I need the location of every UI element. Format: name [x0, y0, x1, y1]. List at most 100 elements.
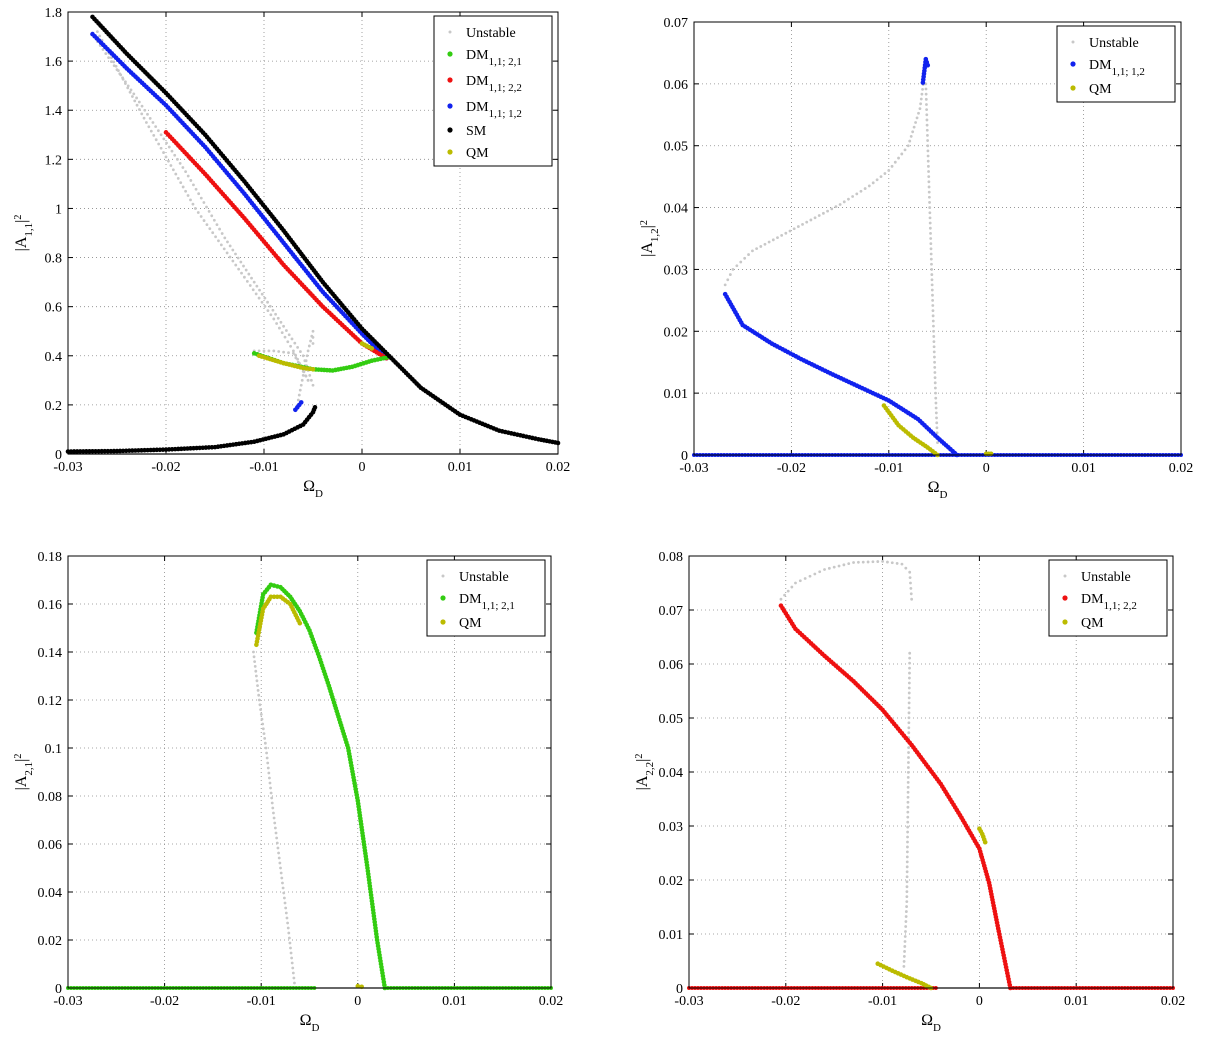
data-point: [932, 350, 936, 354]
series-2: [924, 82, 939, 445]
data-point: [126, 84, 130, 88]
series-7: [163, 130, 389, 361]
data-point: [867, 184, 871, 188]
data-point: [786, 589, 790, 593]
axes-frame: [693, 21, 1182, 456]
y-tick-label: 1.6: [45, 55, 63, 70]
data-point: [311, 383, 315, 387]
series-11: [90, 14, 561, 446]
data-point: [933, 355, 936, 359]
legend-entry: DM1,1; 2,1: [466, 48, 522, 68]
y-tick-label: 0: [681, 449, 688, 464]
data-point: [847, 562, 851, 566]
data-point: [924, 92, 928, 96]
data-point: [834, 205, 838, 209]
data-point: [287, 351, 290, 355]
data-point: [247, 272, 251, 276]
data-point: [907, 691, 911, 695]
data-point: [268, 776, 271, 780]
x-tick-label: 0.02: [1169, 461, 1194, 476]
data-point: [272, 816, 276, 820]
x-tick-label: -0.01: [247, 994, 276, 1009]
data-point: [905, 875, 909, 879]
data-point: [286, 926, 290, 930]
data-point: [184, 170, 188, 174]
data-point: [905, 900, 909, 903]
data-point: [133, 99, 137, 103]
data-point: [184, 189, 188, 193]
data-point: [931, 293, 934, 297]
data-point: [763, 242, 767, 246]
data-point: [907, 731, 911, 735]
data-point: [274, 312, 277, 316]
data-point: [902, 955, 906, 958]
chart-panel-4: -0.03 -0.02 -0.01 0 0.01 0.02 0 0.01 0.02 0.03 0.0…: [634, 550, 1186, 1034]
data-point: [205, 223, 209, 227]
y-tick-label: 0.12: [38, 694, 63, 709]
data-point: [906, 776, 910, 779]
data-point: [297, 620, 303, 626]
legend-entry: DM1,1; 2,2: [466, 74, 522, 94]
x-axis-label: ΩD: [921, 1012, 941, 1034]
data-point: [931, 314, 935, 318]
axes-frame: [67, 555, 552, 989]
data-point: [904, 915, 908, 918]
data-point: [293, 981, 296, 985]
data-point: [157, 142, 161, 146]
data-point: [208, 227, 212, 231]
data-point: [298, 400, 304, 405]
data-point: [930, 278, 934, 282]
data-point: [217, 239, 220, 243]
data-point: [928, 221, 932, 225]
data-point: [927, 180, 931, 184]
data-point: [181, 185, 185, 189]
x-tick-label: -0.02: [150, 994, 179, 1009]
data-point: [920, 92, 924, 96]
data-point: [905, 885, 909, 889]
data-point: [225, 251, 229, 255]
data-point: [283, 335, 287, 339]
data-point: [779, 597, 783, 601]
data-point: [842, 200, 846, 204]
data-point: [792, 227, 796, 231]
legend-box: [426, 559, 546, 637]
data-point: [311, 342, 315, 345]
data-point: [906, 810, 910, 814]
data-point: [159, 133, 163, 137]
data-point: [926, 139, 929, 142]
data-point: [296, 345, 299, 349]
data-point: [267, 349, 271, 353]
data-point: [167, 145, 171, 149]
data-point: [202, 201, 206, 204]
data-point: [875, 178, 879, 182]
series-6: [293, 400, 304, 413]
series-6: [881, 403, 940, 458]
y-tick-label: 1.2: [45, 153, 63, 168]
data-point: [149, 129, 153, 133]
data-point: [930, 283, 934, 287]
data-point: [218, 227, 221, 231]
data-point: [902, 960, 906, 963]
data-point: [289, 344, 292, 348]
y-tick-label: 0.06: [664, 78, 689, 93]
data-point: [776, 236, 779, 240]
data-point: [900, 562, 904, 566]
x-tick-label: 0.01: [1064, 994, 1089, 1009]
data-point: [271, 308, 275, 312]
data-point: [909, 592, 913, 596]
data-point: [280, 331, 284, 335]
data-point: [908, 676, 911, 680]
data-point: [919, 102, 923, 106]
data-point: [253, 665, 257, 668]
data-point: [903, 148, 907, 152]
data-point: [909, 587, 913, 590]
data-point: [258, 703, 262, 707]
data-point: [817, 214, 821, 217]
data-point: [907, 756, 910, 759]
data-point: [908, 139, 912, 143]
x-tick-label: 0.02: [539, 994, 564, 1009]
data-point: [906, 771, 910, 774]
data-point: [921, 87, 924, 91]
data-point: [159, 146, 163, 150]
data-point: [790, 585, 794, 589]
